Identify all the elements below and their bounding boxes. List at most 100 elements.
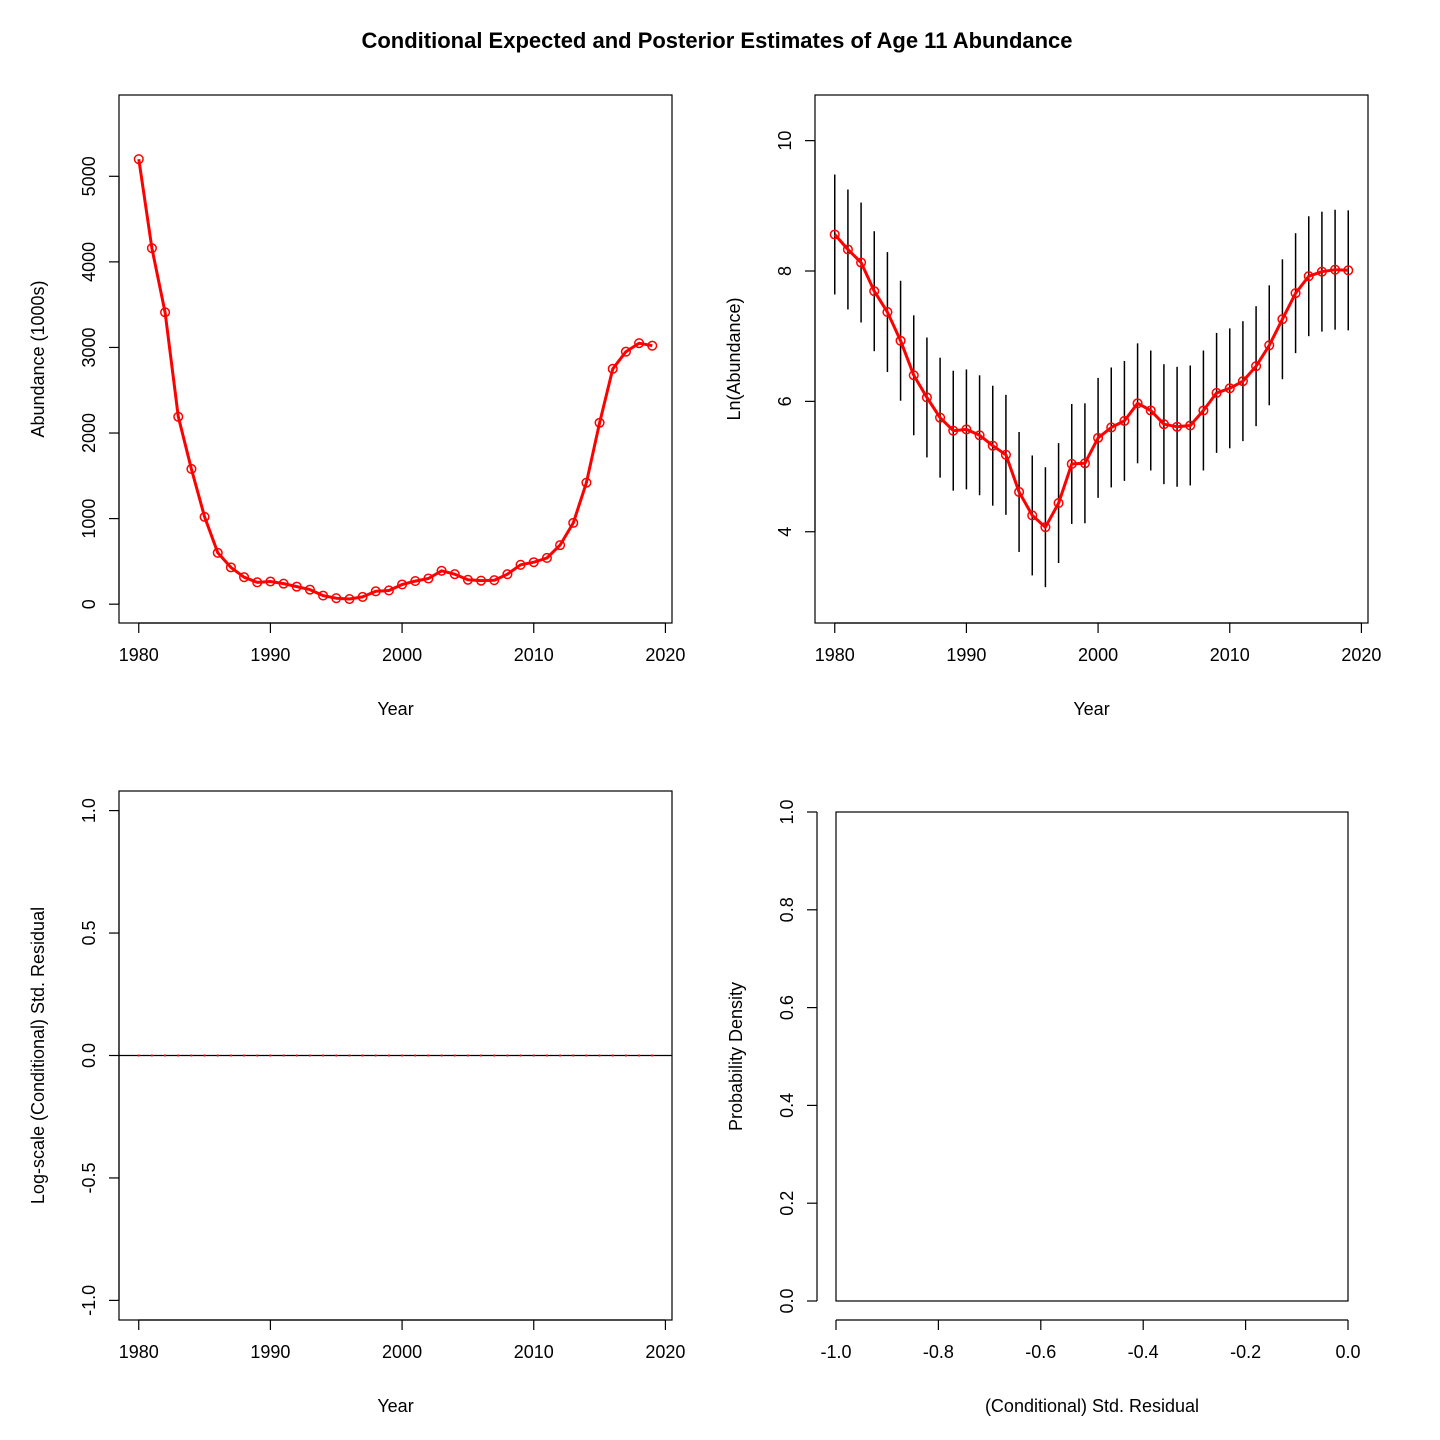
data-point <box>374 1054 377 1057</box>
data-point <box>519 1054 522 1057</box>
x-axis-title: (Conditional) Std. Residual <box>985 1396 1199 1416</box>
data-point <box>190 1054 193 1057</box>
data-point <box>423 573 434 584</box>
data-point <box>229 1054 233 1057</box>
data-point <box>321 1054 325 1057</box>
x-tick-label: 2010 <box>1210 645 1250 665</box>
data-point <box>1093 432 1104 443</box>
y-tick-label: 0.6 <box>777 995 797 1020</box>
data-point <box>842 244 853 255</box>
data-point <box>1132 398 1143 409</box>
x-axis-title: Year <box>1073 699 1109 719</box>
x-tick-label: 2010 <box>514 1342 554 1362</box>
panel-2: 1980 1990 2000 2010 2020 4 6 8 10 Year Ln(Abundanc… <box>724 94 1381 719</box>
y-tick-label: 2000 <box>79 413 99 453</box>
data-point <box>1119 415 1130 426</box>
data-point <box>163 1054 167 1057</box>
data-point <box>146 243 157 254</box>
x-axis-title: Year <box>377 699 413 719</box>
y-tick-label: 0.0 <box>79 1043 99 1068</box>
data-point <box>466 1054 470 1057</box>
data-point <box>651 1054 654 1057</box>
y-tick-label: 8 <box>775 266 795 276</box>
data-point <box>528 557 539 568</box>
data-point <box>160 307 171 318</box>
data-point <box>856 257 867 268</box>
data-point <box>150 1054 154 1057</box>
x-tick-label: 0.0 <box>1335 1342 1360 1362</box>
y-tick-label: 10 <box>775 131 795 151</box>
data-point <box>1106 422 1117 433</box>
data-point <box>1303 271 1314 282</box>
y-tick-label: 4000 <box>79 242 99 282</box>
y-tick-label: 4 <box>775 527 795 537</box>
x-tick-label: 2020 <box>645 1342 685 1362</box>
data-point <box>607 363 618 374</box>
data-point <box>1014 486 1025 498</box>
data-point <box>1277 314 1288 325</box>
data-point <box>594 417 605 428</box>
data-point <box>453 1054 456 1057</box>
data-point <box>400 1054 404 1057</box>
data-point <box>974 430 985 441</box>
y-tick-label: 1000 <box>79 499 99 539</box>
data-point <box>295 1054 298 1057</box>
x-axis-title: Year <box>377 1396 413 1416</box>
x-tick-label: -0.2 <box>1230 1342 1261 1362</box>
data-point <box>370 586 381 597</box>
data-point <box>361 1054 364 1057</box>
data-point <box>1172 421 1183 432</box>
data-point <box>1264 340 1275 351</box>
data-point <box>318 590 329 601</box>
data-point <box>581 477 592 488</box>
data-point <box>987 440 998 451</box>
data-point <box>133 154 144 165</box>
y-tick-label: 1.0 <box>777 799 797 824</box>
data-point <box>1053 498 1064 509</box>
x-tick-label: 1990 <box>250 1342 290 1362</box>
data-point <box>344 593 355 605</box>
data-point <box>427 1054 430 1057</box>
data-point <box>1158 419 1169 430</box>
data-point <box>1185 420 1196 431</box>
data-point <box>585 1054 588 1057</box>
data-point <box>1237 376 1248 387</box>
data-point <box>383 585 394 596</box>
data-point <box>462 574 473 585</box>
data-point <box>239 572 250 583</box>
x-tick-label: -0.8 <box>923 1342 954 1362</box>
data-point <box>489 575 500 586</box>
series-line <box>137 158 653 601</box>
panels: 1980 1990 2000 2010 2020 0 1000 2000 3000 4000 500… <box>28 94 1381 1416</box>
data-point <box>1330 264 1341 275</box>
data-point <box>177 1054 180 1057</box>
y-tick-label: -0.5 <box>79 1162 99 1193</box>
data-point <box>331 593 342 604</box>
data-point <box>203 1054 206 1057</box>
histogram-bar <box>835 811 1349 1302</box>
data-point <box>1079 458 1090 469</box>
data-point <box>1145 405 1156 416</box>
data-point <box>869 286 880 297</box>
data-point <box>620 346 631 357</box>
data-point <box>624 1054 628 1057</box>
x-tick-label: 1980 <box>119 1342 159 1362</box>
data-point <box>637 1054 641 1057</box>
data-point <box>829 229 840 240</box>
data-point <box>265 576 276 587</box>
data-point <box>935 412 946 423</box>
data-point <box>304 584 315 595</box>
y-tick-label: 0 <box>79 599 99 609</box>
x-tick-label: -1.0 <box>820 1342 851 1362</box>
data-point <box>568 517 579 528</box>
y-tick-label: 6 <box>775 396 795 406</box>
panel-4: -1.0 -0.8 -0.6 -0.4 -0.2 0.0 0.0 0.2 0.4 0.6 0.8 1.… <box>726 799 1361 1416</box>
data-point <box>555 540 566 551</box>
data-point <box>414 1054 417 1057</box>
y-tick-label: 0.4 <box>777 1093 797 1118</box>
y-axis-title: Abundance (1000s) <box>28 280 48 437</box>
x-tick-label: 1980 <box>815 645 855 665</box>
data-point <box>882 307 893 318</box>
data-point <box>961 424 972 435</box>
